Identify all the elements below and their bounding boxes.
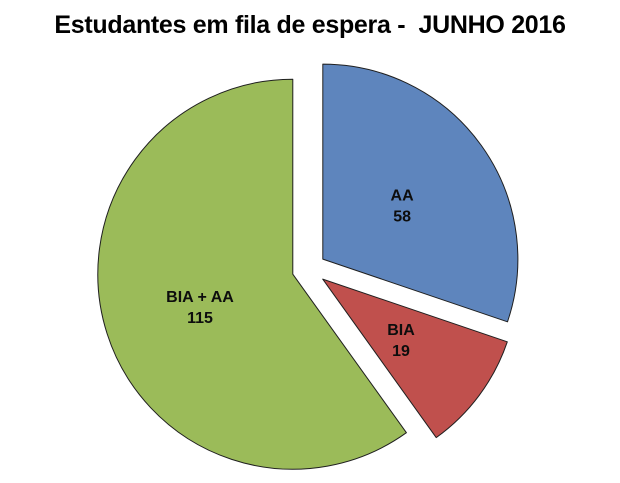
pie-slice-bia[interactable] <box>322 278 508 439</box>
chart-title: Estudantes em fila de espera - JUNHO 201… <box>54 11 566 39</box>
slice-label-bia-aa: BIA + AA 115 <box>166 289 234 327</box>
slice-label-bia: BIA 19 <box>387 322 415 360</box>
pie-slice-bia-aa[interactable] <box>97 78 407 470</box>
slice-label-aa: AA 58 <box>391 187 415 225</box>
pie-slice-aa[interactable] <box>322 63 519 323</box>
